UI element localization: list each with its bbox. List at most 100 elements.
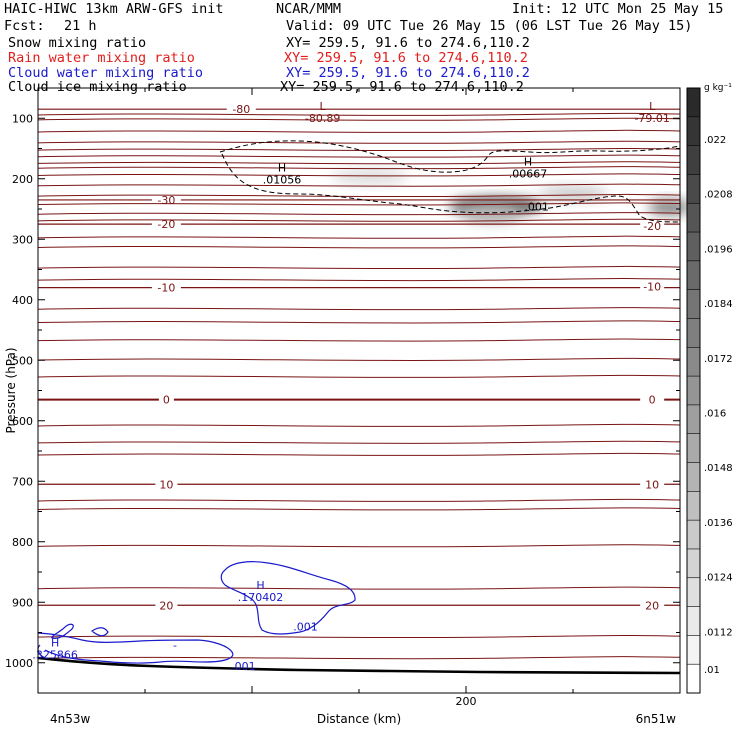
- forecast-hour: 21 h: [64, 18, 97, 34]
- isotherm-line: [37, 235, 681, 239]
- contour-label: .001: [524, 201, 549, 214]
- field-name-cloud-water: Cloud water mixing ratio: [8, 65, 204, 81]
- x-end-label-left: 4n53w: [50, 712, 91, 726]
- model-title: HAIC-HIWC 13km ARW-GFS init: [4, 1, 224, 17]
- extremum-h-marker: H: [278, 162, 286, 175]
- extremum-h-marker: H: [51, 637, 59, 650]
- label-mask: [640, 393, 665, 406]
- extremum-value: .170402: [238, 591, 284, 604]
- colorbar-label: .022: [704, 135, 726, 146]
- y-tick-label: 700: [12, 475, 33, 488]
- isotherm-label: -10: [157, 282, 175, 295]
- colorbar-label: .0136: [704, 518, 733, 529]
- label-mask: [640, 219, 665, 232]
- field-xy-cloud-ice: XY= 259.5, 91.6 to 274.6,110.2: [280, 79, 524, 95]
- isotherm-line: [37, 423, 681, 427]
- contour-label: .001: [293, 620, 318, 633]
- isotherm-line: [37, 166, 681, 170]
- y-tick-label: 300: [12, 233, 33, 246]
- field-xy-rain: XY= 259.5, 91.6 to 274.6,110.2: [284, 50, 528, 66]
- org-label: NCAR/MMM: [276, 1, 342, 17]
- colorbar-bin: [687, 664, 700, 694]
- colorbar-frame: [686, 87, 701, 694]
- terrain-surface: [37, 656, 681, 675]
- chart-annotations: L-80.89L-79.01H.01056H.00667H.170402H.32…: [32, 100, 670, 673]
- isotherm-line: [37, 320, 681, 324]
- init-time: Init: 12 UTC Mon 25 May 15: [512, 1, 724, 17]
- y-tick-label: 900: [12, 596, 33, 609]
- extremum-value: -79.01: [634, 112, 669, 125]
- isotherm-line: [37, 147, 681, 152]
- colorbar-bin: [687, 260, 700, 291]
- colorbar-bin: [687, 462, 700, 492]
- isotherm-label-right: -10: [643, 280, 661, 293]
- field-name-snow: Snow mixing ratio: [8, 35, 147, 51]
- isotherm-line: [37, 161, 681, 165]
- forecast-label: Fcst:: [4, 18, 45, 34]
- colorbar-bin: [687, 433, 700, 464]
- valid-time: Valid: 09 UTC Tue 26 May 15 (06 LST Tue …: [286, 18, 693, 34]
- cloud-water-upper-contour: [220, 561, 356, 635]
- isotherm-line: [37, 154, 681, 158]
- colorbar-label: .0196: [704, 244, 733, 255]
- colorbar-bin: [687, 318, 700, 348]
- colorbar-label: .01: [704, 665, 720, 676]
- contour-label: .001: [231, 660, 256, 673]
- colorbar-label: .0184: [704, 299, 733, 310]
- shading-blob: [538, 186, 608, 202]
- y-tick-label: 400: [12, 294, 33, 307]
- extremum-l-marker: L: [649, 100, 656, 113]
- isotherm-line: [37, 112, 681, 117]
- extremum-value: .325866: [32, 649, 78, 662]
- colorbar-label: .0148: [704, 463, 733, 474]
- isotherm-label: -20: [157, 218, 175, 231]
- cloud-ice-001-contour: [219, 140, 681, 223]
- isotherm-line: [37, 507, 681, 511]
- shading-blob: [331, 169, 409, 185]
- colorbar-bin: [687, 577, 700, 608]
- colorbar-bin: [687, 404, 700, 435]
- isotherm-label-right: 20: [645, 599, 659, 612]
- isotherm-line: [37, 656, 681, 660]
- isotherm-line: [37, 202, 681, 206]
- label-mask: [640, 599, 665, 612]
- isotherm-line: [37, 140, 681, 144]
- y-tick-label: 500: [12, 354, 33, 367]
- colorbar-bin: [687, 491, 700, 521]
- isotherm-line: [37, 173, 681, 177]
- isotherm-label: 20: [159, 599, 173, 612]
- extremum-l-marker: L: [320, 100, 327, 113]
- extremum-value: .01056: [263, 174, 302, 187]
- isotherm-line: [37, 278, 681, 282]
- colorbar-label: .0124: [704, 573, 733, 584]
- x-axis-label: Distance (km): [317, 712, 401, 726]
- isotherm-label-right: 10: [645, 478, 659, 491]
- isotherm-line: [37, 265, 681, 270]
- shading-blob: [461, 203, 522, 223]
- isotherm-line: [37, 357, 681, 362]
- isotherm-line: [37, 117, 681, 121]
- colorbar-bin: [687, 232, 700, 262]
- extremum-h-marker: H: [524, 156, 532, 169]
- extremum-h-marker: H: [256, 579, 264, 592]
- isotherm-line: [37, 183, 681, 187]
- y-tick-label: 600: [12, 415, 33, 428]
- isotherm-line: [37, 498, 681, 502]
- contour-label: -: [173, 639, 177, 652]
- isotherm-line: [37, 374, 681, 378]
- colorbar-bin: [687, 548, 700, 579]
- y-tick-label: 200: [12, 173, 33, 186]
- field-name-cloud-ice: Cloud ice mixing ratio: [8, 79, 187, 95]
- isotherm-line: [37, 193, 681, 198]
- y-tick-label: 1000: [5, 657, 33, 670]
- x-end-label-right: 6n51w: [636, 712, 677, 726]
- isotherm-line: [37, 634, 681, 639]
- isotherm-line: [37, 338, 681, 342]
- temperature-contours: -80 -30 -20 -10 0 10 20 -20 -10 0 10 20: [37, 103, 681, 660]
- colorbar-label: .0112: [704, 627, 733, 638]
- terrain-line: [37, 656, 681, 675]
- isotherm-line: [37, 586, 681, 590]
- colorbar-bin: [687, 88, 700, 118]
- colorbar-bin: [687, 174, 700, 204]
